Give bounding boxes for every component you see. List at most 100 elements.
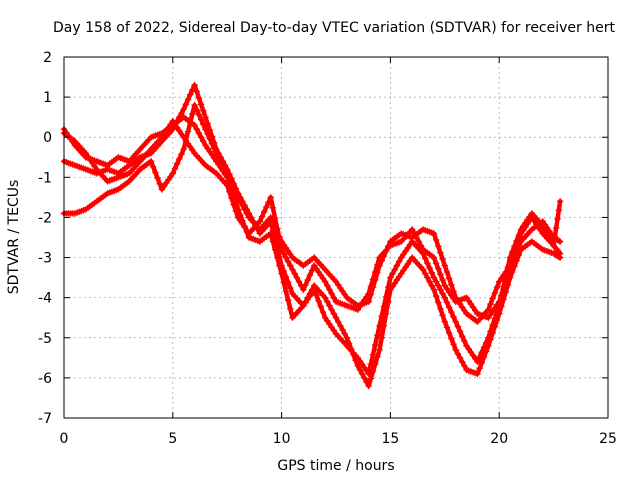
data-point xyxy=(195,111,203,118)
data-point xyxy=(193,106,200,114)
data-point xyxy=(319,275,327,282)
data-point xyxy=(189,110,196,118)
data-point xyxy=(406,257,414,264)
data-point xyxy=(496,310,503,317)
data-point xyxy=(419,266,427,273)
x-tick-label: 10 xyxy=(273,431,291,447)
data-point xyxy=(367,375,375,382)
data-point xyxy=(202,142,209,149)
data-point xyxy=(469,304,477,311)
y-tick-label: -5 xyxy=(38,331,52,347)
data-point xyxy=(428,269,435,276)
data-point xyxy=(432,236,440,244)
data-point xyxy=(385,298,392,305)
data-point xyxy=(400,267,407,274)
data-point xyxy=(321,294,329,301)
data-point xyxy=(239,198,246,205)
data-point xyxy=(337,322,344,329)
data-point xyxy=(472,307,479,314)
data-point xyxy=(221,166,229,173)
data-point xyxy=(167,173,174,180)
data-point xyxy=(169,126,176,133)
data-point xyxy=(191,81,198,89)
data-point xyxy=(551,233,559,240)
data-point xyxy=(432,292,440,300)
y-tick-label: -1 xyxy=(38,170,52,186)
data-point xyxy=(324,317,331,325)
data-point xyxy=(371,341,379,349)
data-point xyxy=(165,176,172,183)
data-point xyxy=(358,300,366,307)
data-point xyxy=(413,234,420,241)
data-point xyxy=(204,145,211,152)
x-tick-labels: 0 5 10 15 20 25 xyxy=(60,431,617,447)
data-point xyxy=(197,101,205,108)
data-point xyxy=(398,254,405,261)
data-point xyxy=(354,306,361,313)
data-point xyxy=(193,126,200,133)
data-point xyxy=(361,374,368,382)
data-point xyxy=(328,290,335,297)
data-point xyxy=(176,113,183,121)
data-point xyxy=(474,358,481,366)
data-point xyxy=(393,262,401,269)
data-point xyxy=(437,249,444,256)
data-point xyxy=(402,263,409,271)
data-point xyxy=(330,294,338,301)
data-point xyxy=(361,364,368,371)
data-point xyxy=(365,298,372,305)
data-point xyxy=(304,294,311,301)
data-point xyxy=(265,199,272,206)
data-point xyxy=(489,295,496,302)
data-point xyxy=(187,119,194,126)
data-point xyxy=(445,329,453,337)
data-point xyxy=(328,324,335,331)
data-point xyxy=(426,264,433,272)
data-point xyxy=(206,148,213,155)
y-tick-label: -2 xyxy=(38,210,52,226)
data-point xyxy=(247,214,255,221)
data-point xyxy=(443,285,451,293)
data-point xyxy=(302,281,309,289)
data-point xyxy=(435,243,442,250)
data-point xyxy=(363,378,370,386)
data-point xyxy=(282,244,290,252)
data-point xyxy=(358,370,366,378)
x-tick-label: 15 xyxy=(381,431,399,447)
data-point xyxy=(415,238,422,245)
data-point xyxy=(287,284,294,292)
data-point xyxy=(271,215,279,222)
data-point xyxy=(500,285,507,293)
data-point xyxy=(267,218,274,225)
data-point xyxy=(245,210,253,217)
y-axis-label: SDTVAR / TECUs xyxy=(6,180,22,295)
data-point xyxy=(556,238,564,245)
data-point xyxy=(200,121,207,128)
data-point xyxy=(356,303,364,310)
data-point xyxy=(502,279,509,286)
data-point xyxy=(197,116,205,123)
data-point xyxy=(217,158,224,165)
data-point xyxy=(535,223,542,231)
y-tick-label: -4 xyxy=(38,291,52,307)
data-point xyxy=(452,346,459,354)
data-point xyxy=(485,342,492,349)
data-point xyxy=(263,203,270,211)
data-point xyxy=(84,153,92,160)
data-point xyxy=(493,301,501,309)
data-point xyxy=(496,298,503,305)
data-point xyxy=(441,282,448,289)
data-point xyxy=(321,278,329,285)
data-point xyxy=(517,230,525,237)
data-point xyxy=(448,281,455,289)
data-point xyxy=(389,270,396,277)
data-point xyxy=(176,155,183,163)
data-point xyxy=(226,188,233,195)
data-point xyxy=(498,292,505,299)
data-point xyxy=(280,279,287,286)
data-point xyxy=(234,190,242,197)
data-point xyxy=(556,254,564,261)
data-point xyxy=(530,217,538,224)
data-point xyxy=(437,286,444,293)
